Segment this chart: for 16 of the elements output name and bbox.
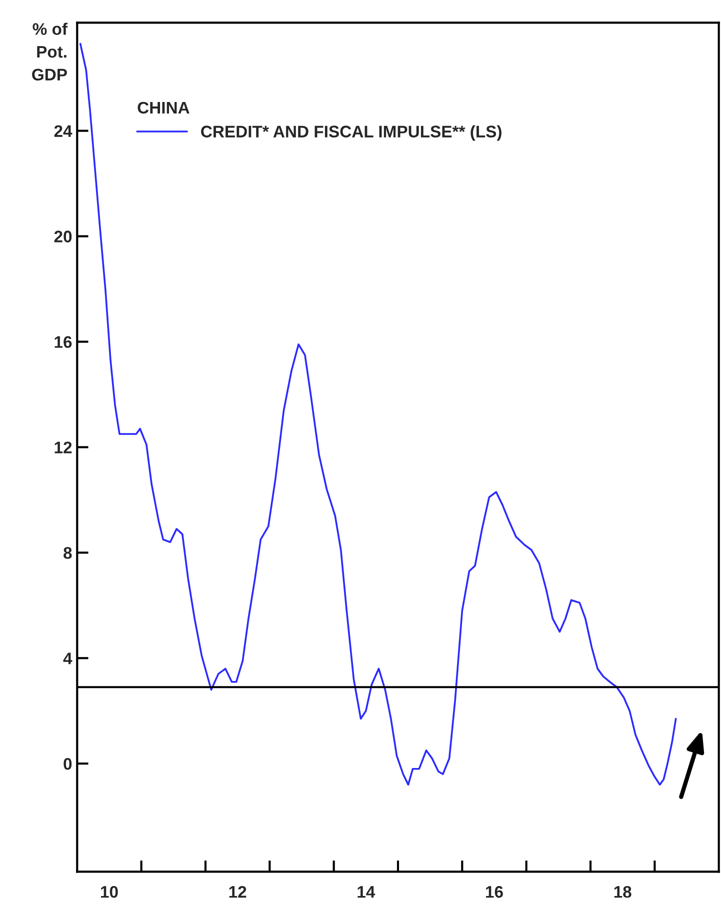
y-tick-label: 12 xyxy=(54,442,72,454)
x-tick-label: 18 xyxy=(614,886,632,898)
legend-label: CREDIT* AND FISCAL IMPULSE** (LS) xyxy=(201,125,502,141)
y-tick-label: 16 xyxy=(54,336,72,348)
x-tick-label: 14 xyxy=(358,886,376,898)
line-series xyxy=(79,42,677,786)
legend-title: CHINA xyxy=(138,102,190,114)
y-axis-title: % of Pot. GDP xyxy=(32,22,68,81)
y-tick-label: 24 xyxy=(54,125,72,137)
y-tick-label: 8 xyxy=(64,547,72,559)
x-tick-label: 16 xyxy=(486,886,503,898)
y-tick-label: 0 xyxy=(64,758,72,770)
x-tick-label: 10 xyxy=(101,886,118,898)
y-tick-label: 4 xyxy=(63,652,72,664)
y-tick-label: 20 xyxy=(54,230,72,242)
x-tick-label: 12 xyxy=(229,886,246,898)
